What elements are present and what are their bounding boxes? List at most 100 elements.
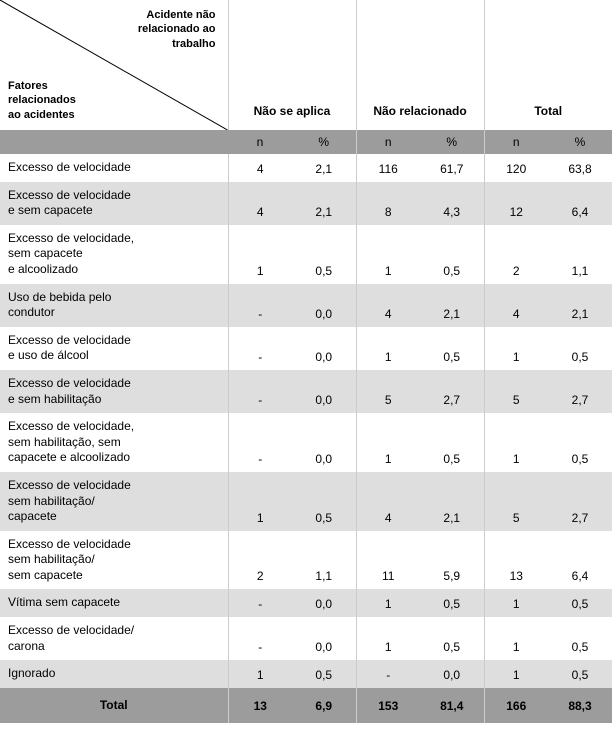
data-cell: 0,5 <box>548 327 612 370</box>
data-cell: 4 <box>356 284 420 327</box>
data-cell: 0,5 <box>548 413 612 472</box>
row-label: Excesso de velocidade <box>0 154 228 182</box>
data-cell: 1 <box>228 660 292 688</box>
data-cell: 0,5 <box>548 617 612 660</box>
data-cell: - <box>228 327 292 370</box>
diagonal-header-cell: Acidente não relacionado ao trabalho Fat… <box>0 0 228 130</box>
data-cell: 1 <box>484 327 548 370</box>
data-cell: 120 <box>484 154 548 182</box>
data-cell: 2,7 <box>548 370 612 413</box>
row-label: Vítima sem capacete <box>0 589 228 617</box>
table-row: Excesso de velocidadesem habilitação/cap… <box>0 472 612 531</box>
data-cell: 0,0 <box>292 370 356 413</box>
col-header-2: Não relacionado <box>356 0 484 130</box>
total-cell: 166 <box>484 688 548 724</box>
row-label: Excesso de velocidadesem habilitação/cap… <box>0 472 228 531</box>
accident-factors-table: Acidente não relacionado ao trabalho Fat… <box>0 0 612 723</box>
row-label: Excesso de velocidade,sem capacetee alco… <box>0 225 228 284</box>
data-cell: 0,0 <box>292 284 356 327</box>
top-label-2: relacionado ao <box>138 23 216 35</box>
sub-p-1: % <box>292 130 356 154</box>
row-label: Excesso de velocidade/carona <box>0 617 228 660</box>
data-cell: 1 <box>356 327 420 370</box>
data-cell: 5,9 <box>420 531 484 590</box>
data-cell: - <box>228 413 292 472</box>
total-label: Total <box>0 688 228 724</box>
data-cell: 5 <box>484 472 548 531</box>
total-cell: 81,4 <box>420 688 484 724</box>
data-cell: 0,5 <box>292 660 356 688</box>
data-cell: 0,5 <box>420 589 484 617</box>
data-cell: 61,7 <box>420 154 484 182</box>
data-cell: 1 <box>484 660 548 688</box>
sub-header-row: n % n % n % <box>0 130 612 154</box>
data-cell: 1 <box>484 589 548 617</box>
data-cell: 12 <box>484 182 548 225</box>
total-cell: 153 <box>356 688 420 724</box>
data-cell: 0,0 <box>292 413 356 472</box>
total-cell: 88,3 <box>548 688 612 724</box>
data-cell: 0,0 <box>420 660 484 688</box>
row-label: Excesso de velocidade e sem capacete <box>0 182 228 225</box>
bottom-label-2: relacionados <box>8 94 76 106</box>
data-cell: - <box>228 589 292 617</box>
sub-n-2: n <box>356 130 420 154</box>
table-row: Excesso de velocidadesem habilitação/sem… <box>0 531 612 590</box>
data-cell: 2,7 <box>548 472 612 531</box>
bottom-label-3: ao acidentes <box>8 109 75 121</box>
row-label: Ignorado <box>0 660 228 688</box>
data-cell: 1 <box>356 617 420 660</box>
data-cell: 1 <box>356 413 420 472</box>
diag-top-label: Acidente não relacionado ao trabalho <box>138 8 216 51</box>
table-row: Excesso de velocidadee uso de álcool-0,0… <box>0 327 612 370</box>
table-row: Vítima sem capacete-0,010,510,5 <box>0 589 612 617</box>
data-cell: 0,0 <box>292 327 356 370</box>
row-label: Excesso de velocidadee sem habilitação <box>0 370 228 413</box>
diag-bottom-label: Fatores relacionados ao acidentes <box>8 79 76 122</box>
table: Acidente não relacionado ao trabalho Fat… <box>0 0 612 723</box>
data-cell: 0,5 <box>420 617 484 660</box>
data-cell: 1 <box>356 589 420 617</box>
data-cell: 1 <box>228 225 292 284</box>
data-cell: 1,1 <box>548 225 612 284</box>
data-cell: 0,5 <box>420 225 484 284</box>
table-row: Excesso de velocidade42,111661,712063,8 <box>0 154 612 182</box>
data-cell: - <box>228 617 292 660</box>
total-cell: 6,9 <box>292 688 356 724</box>
total-row: Total136,915381,416688,3 <box>0 688 612 724</box>
row-label: Uso de bebida pelocondutor <box>0 284 228 327</box>
data-cell: 5 <box>484 370 548 413</box>
data-cell: - <box>356 660 420 688</box>
col-header-1: Não se aplica <box>228 0 356 130</box>
table-row: Ignorado10,5-0,010,5 <box>0 660 612 688</box>
data-cell: 1 <box>484 413 548 472</box>
data-cell: - <box>228 370 292 413</box>
data-cell: 2,7 <box>420 370 484 413</box>
data-cell: 2,1 <box>292 154 356 182</box>
sub-n-3: n <box>484 130 548 154</box>
data-cell: 0,5 <box>548 660 612 688</box>
data-cell: 1 <box>228 472 292 531</box>
data-cell: 4 <box>228 154 292 182</box>
data-cell: 2,1 <box>420 284 484 327</box>
sub-blank <box>0 130 228 154</box>
header-row: Acidente não relacionado ao trabalho Fat… <box>0 0 612 130</box>
data-cell: 2 <box>228 531 292 590</box>
sub-n-1: n <box>228 130 292 154</box>
data-cell: 2,1 <box>420 472 484 531</box>
row-label: Excesso de velocidadee uso de álcool <box>0 327 228 370</box>
data-cell: 4,3 <box>420 182 484 225</box>
row-label: Excesso de velocidadesem habilitação/sem… <box>0 531 228 590</box>
data-cell: 0,5 <box>548 589 612 617</box>
table-row: Excesso de velocidade e sem capacete42,1… <box>0 182 612 225</box>
data-cell: 6,4 <box>548 531 612 590</box>
data-cell: 0,5 <box>420 327 484 370</box>
data-cell: 0,5 <box>420 413 484 472</box>
data-cell: 8 <box>356 182 420 225</box>
table-row: Uso de bebida pelocondutor-0,042,142,1 <box>0 284 612 327</box>
data-cell: 0,5 <box>292 472 356 531</box>
data-cell: 6,4 <box>548 182 612 225</box>
data-cell: 5 <box>356 370 420 413</box>
data-cell: - <box>228 284 292 327</box>
table-row: Excesso de velocidadee sem habilitação-0… <box>0 370 612 413</box>
